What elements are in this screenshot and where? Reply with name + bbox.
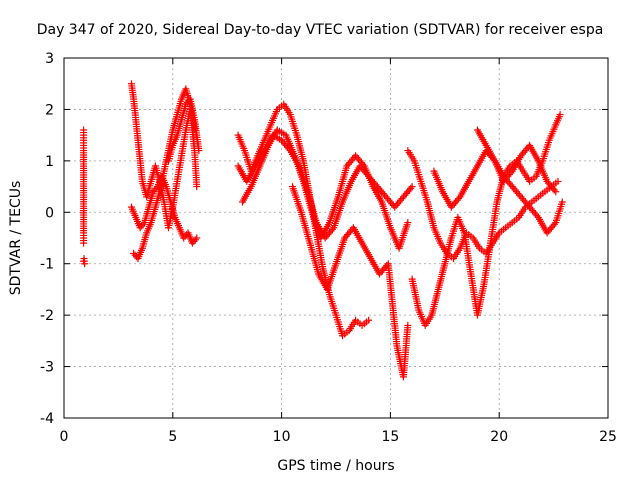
x-tick-label: 5 xyxy=(168,429,177,445)
y-axis-label: SDTVAR / TECUs xyxy=(8,181,24,296)
data-point xyxy=(404,219,412,227)
data-points xyxy=(80,80,566,381)
y-tick-label: -3 xyxy=(40,360,54,376)
y-tick-label: 0 xyxy=(45,205,54,221)
x-tick-label: 10 xyxy=(273,429,291,445)
series-trace-K xyxy=(404,147,562,263)
y-tick-label: 1 xyxy=(45,154,54,170)
data-point xyxy=(550,220,558,228)
data-point xyxy=(408,183,416,191)
data-point xyxy=(139,220,147,228)
y-tick-label: 3 xyxy=(45,51,54,67)
data-point xyxy=(455,195,463,203)
data-point xyxy=(407,184,415,192)
data-point xyxy=(552,188,560,196)
y-tick-label: -2 xyxy=(40,308,54,324)
x-tick-label: 15 xyxy=(381,429,399,445)
data-point xyxy=(191,236,199,244)
data-point xyxy=(81,260,89,268)
x-tick-label: 0 xyxy=(60,429,69,445)
series-trace-L xyxy=(408,111,564,329)
data-point xyxy=(558,198,566,206)
data-point xyxy=(556,111,564,119)
series-trace-N xyxy=(473,126,560,196)
data-point xyxy=(328,225,336,233)
series-trace-C xyxy=(127,80,201,232)
y-tick-label: -1 xyxy=(40,257,54,273)
series-trace-D xyxy=(127,172,201,247)
data-point xyxy=(365,316,373,324)
x-tick-label: 20 xyxy=(490,429,508,445)
axis-ticks: 0 5 10 15 20 25 -4 -3 -2 -1 0 1 2 3 xyxy=(40,51,617,445)
data-point xyxy=(152,184,160,192)
series-trace-A xyxy=(80,126,88,247)
series-trace-I xyxy=(238,126,412,252)
series-trace-B xyxy=(80,255,89,268)
series-trace-J xyxy=(288,183,412,381)
data-point xyxy=(193,234,201,242)
data-point xyxy=(507,169,515,177)
data-point xyxy=(195,147,203,155)
series-trace-E xyxy=(130,85,199,263)
data-point xyxy=(533,212,541,220)
data-point xyxy=(404,321,412,329)
plot-border xyxy=(63,57,609,419)
x-axis-label: GPS time / hours xyxy=(277,458,394,474)
series-trace-F xyxy=(164,95,203,165)
data-point xyxy=(80,239,88,247)
data-point xyxy=(550,186,558,194)
data-point xyxy=(554,177,562,185)
data-point xyxy=(193,183,201,191)
y-tick-label: 2 xyxy=(45,102,54,118)
data-point xyxy=(359,160,367,168)
y-tick-label: -4 xyxy=(40,411,54,427)
x-tick-label: 25 xyxy=(599,429,617,445)
chart-title: Day 347 of 2020, Sidereal Day-to-day VTE… xyxy=(37,22,604,38)
